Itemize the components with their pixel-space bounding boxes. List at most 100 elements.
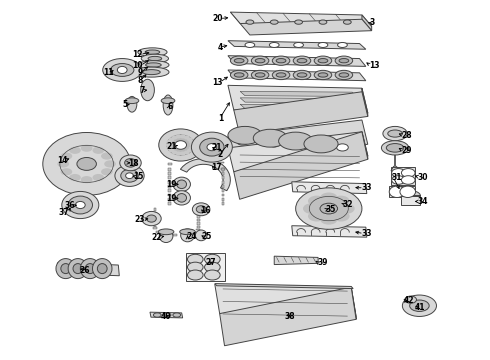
Text: 42: 42 (403, 296, 414, 305)
Polygon shape (228, 120, 368, 160)
Ellipse shape (196, 230, 207, 241)
Polygon shape (228, 41, 366, 49)
Ellipse shape (80, 258, 100, 279)
Text: 23: 23 (135, 215, 145, 224)
Polygon shape (228, 56, 366, 66)
Ellipse shape (234, 73, 244, 77)
Bar (168, 194, 171, 197)
Text: 28: 28 (401, 131, 412, 140)
Ellipse shape (103, 59, 142, 81)
Bar (197, 219, 200, 221)
Bar (154, 226, 156, 228)
Ellipse shape (167, 140, 172, 144)
Polygon shape (215, 284, 356, 316)
Ellipse shape (101, 168, 113, 175)
Ellipse shape (125, 98, 139, 104)
Ellipse shape (145, 50, 160, 54)
Bar (168, 189, 171, 192)
Ellipse shape (169, 137, 174, 141)
Ellipse shape (251, 70, 269, 80)
Text: 12: 12 (132, 50, 143, 59)
Ellipse shape (181, 229, 195, 242)
Ellipse shape (246, 20, 254, 24)
Polygon shape (240, 104, 357, 109)
Ellipse shape (148, 57, 162, 61)
Ellipse shape (43, 132, 130, 195)
Text: 1: 1 (218, 114, 223, 123)
Ellipse shape (272, 70, 290, 80)
Ellipse shape (196, 206, 206, 213)
Bar (168, 176, 171, 179)
Bar (197, 212, 200, 214)
Ellipse shape (308, 211, 325, 221)
Text: 36: 36 (65, 201, 75, 210)
Ellipse shape (303, 203, 320, 214)
Bar (209, 151, 214, 153)
Ellipse shape (207, 144, 217, 151)
Polygon shape (228, 70, 366, 81)
Ellipse shape (193, 203, 210, 216)
Ellipse shape (230, 56, 248, 65)
Text: 24: 24 (187, 232, 197, 241)
Text: 3: 3 (369, 18, 374, 27)
Ellipse shape (276, 73, 286, 77)
Text: 21: 21 (211, 143, 221, 152)
Text: 5: 5 (123, 100, 128, 109)
Text: 32: 32 (343, 200, 353, 209)
Text: 41: 41 (415, 303, 425, 312)
Ellipse shape (173, 191, 191, 205)
Polygon shape (389, 186, 415, 197)
Ellipse shape (176, 134, 181, 139)
Text: 19: 19 (166, 194, 177, 203)
Ellipse shape (115, 165, 144, 186)
Ellipse shape (187, 137, 193, 141)
Ellipse shape (180, 229, 196, 235)
Ellipse shape (175, 141, 187, 149)
Ellipse shape (293, 56, 311, 65)
Ellipse shape (293, 70, 311, 80)
Bar (168, 181, 171, 184)
Ellipse shape (204, 254, 220, 264)
Ellipse shape (332, 211, 350, 221)
Ellipse shape (85, 264, 95, 274)
Bar (154, 208, 156, 211)
Ellipse shape (314, 70, 332, 80)
Polygon shape (240, 98, 357, 103)
Ellipse shape (410, 300, 429, 311)
Ellipse shape (192, 132, 232, 162)
Ellipse shape (189, 146, 195, 150)
Text: 39: 39 (317, 258, 328, 267)
Ellipse shape (127, 96, 137, 112)
Bar (168, 202, 171, 205)
Ellipse shape (172, 150, 178, 155)
Text: 31: 31 (391, 173, 402, 182)
Polygon shape (234, 132, 368, 199)
Ellipse shape (319, 20, 327, 24)
Ellipse shape (177, 180, 187, 189)
Bar (193, 147, 197, 149)
Ellipse shape (270, 42, 279, 48)
Ellipse shape (142, 211, 161, 226)
Polygon shape (362, 132, 368, 159)
Ellipse shape (189, 140, 195, 144)
Bar (184, 234, 188, 236)
Bar (168, 168, 171, 171)
Polygon shape (391, 167, 415, 185)
Text: 11: 11 (103, 68, 114, 77)
Ellipse shape (302, 142, 314, 149)
Ellipse shape (320, 214, 338, 225)
Bar (177, 152, 181, 154)
Text: 35: 35 (325, 205, 336, 214)
Ellipse shape (200, 138, 224, 156)
Polygon shape (220, 287, 356, 346)
Ellipse shape (188, 262, 203, 272)
Ellipse shape (297, 59, 307, 63)
Bar (197, 215, 200, 218)
Ellipse shape (318, 59, 328, 63)
Polygon shape (180, 159, 230, 191)
Text: 40: 40 (160, 312, 171, 321)
Ellipse shape (230, 70, 248, 80)
Ellipse shape (335, 56, 353, 65)
Text: 15: 15 (133, 172, 143, 181)
Text: 4: 4 (218, 42, 223, 51)
